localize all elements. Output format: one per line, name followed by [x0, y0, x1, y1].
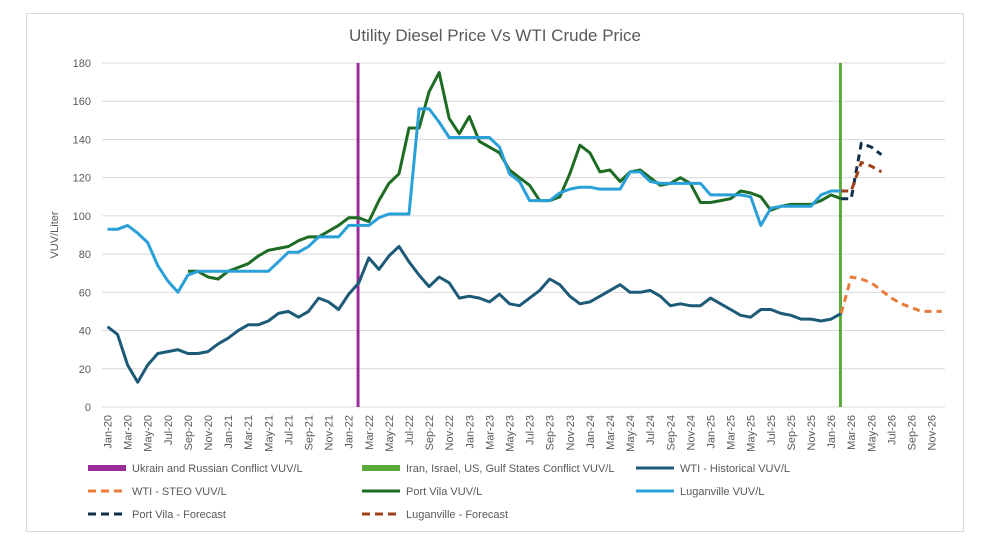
- series-line: [839, 275, 942, 314]
- x-tick-label: Sep-25: [786, 415, 798, 450]
- series-line: [106, 245, 842, 384]
- legend-label: WTI - STEO VUV/L: [132, 486, 227, 498]
- x-tick-label: Nov-23: [565, 415, 577, 450]
- x-tick-label: Jul-22: [404, 415, 416, 445]
- x-tick-label: Mar-22: [364, 415, 376, 450]
- x-tick-label: Mar-24: [605, 415, 617, 450]
- legend-label: Port Vila VUV/L: [406, 486, 482, 498]
- y-tick-label: 100: [73, 211, 91, 223]
- x-tick-label: Jul-23: [525, 415, 537, 445]
- x-tick-label: Jan-26: [826, 415, 838, 449]
- x-tick-label: Jul-26: [886, 415, 898, 445]
- x-tick-label: May-25: [746, 415, 758, 452]
- legend-label: Luganville - Forecast: [406, 509, 508, 521]
- x-tick-label: Mar-20: [123, 415, 135, 450]
- x-tick-label: Jan-24: [585, 415, 597, 449]
- x-tick-label: Sep-21: [304, 415, 316, 450]
- legend-label: Ukrain and Russian Conflict VUV/L: [132, 463, 303, 475]
- legend-label: Iran, Israel, US, Gulf States Conflict V…: [406, 463, 614, 475]
- x-tick-label: May-23: [505, 415, 517, 452]
- series-line: [187, 71, 842, 281]
- y-tick-label: 160: [73, 96, 91, 108]
- legend-swatch: [88, 465, 126, 471]
- x-tick-label: Mar-26: [846, 415, 858, 450]
- y-tick-label: 60: [79, 287, 91, 299]
- series-line: [841, 141, 883, 201]
- x-tick-label: Mar-25: [726, 415, 738, 450]
- y-tick-label: 20: [79, 364, 91, 376]
- x-tick-label: May-20: [143, 415, 155, 452]
- x-tick-label: May-24: [625, 415, 637, 452]
- x-tick-label: Nov-21: [324, 415, 336, 450]
- x-tick-label: Jan-20: [103, 415, 115, 449]
- legend-label: Luganville VUV/L: [680, 486, 764, 498]
- y-tick-label: 180: [73, 58, 91, 70]
- x-tick-label: Jan-25: [706, 415, 718, 449]
- legend-label: WTI - Historical VUV/L: [680, 463, 790, 475]
- series-line: [107, 107, 842, 294]
- x-tick-label: Sep-22: [424, 415, 436, 450]
- x-tick-label: Sep-26: [907, 415, 919, 450]
- x-tick-label: Nov-22: [444, 415, 456, 450]
- x-tick-label: Nov-25: [806, 415, 818, 450]
- x-tick-label: Sep-23: [545, 415, 557, 450]
- y-tick-label: 0: [85, 402, 91, 414]
- x-tick-label: Sep-24: [665, 415, 677, 450]
- x-tick-label: Sep-20: [183, 415, 195, 450]
- chart-title: Utility Diesel Price Vs WTI Crude Price: [349, 26, 641, 45]
- x-tick-label: Jul-21: [283, 415, 295, 445]
- y-tick-label: 80: [79, 249, 91, 261]
- chart-frame: [26, 13, 964, 532]
- x-tick-label: Nov-26: [927, 415, 939, 450]
- x-tick-label: Jan-21: [223, 415, 235, 449]
- x-tick-label: Nov-24: [685, 415, 697, 450]
- y-tick-label: 140: [73, 134, 91, 146]
- x-tick-label: Jul-24: [645, 415, 657, 445]
- y-tick-label: 120: [73, 173, 91, 185]
- x-tick-label: Mar-21: [243, 415, 255, 450]
- x-tick-label: Jan-22: [344, 415, 356, 449]
- x-tick-label: Nov-20: [203, 415, 215, 450]
- x-tick-label: May-26: [866, 415, 878, 452]
- x-tick-label: Jan-23: [464, 415, 476, 449]
- y-tick-label: 40: [79, 326, 91, 338]
- x-tick-label: Jul-20: [163, 415, 175, 445]
- x-tick-label: Jul-25: [766, 415, 778, 445]
- x-tick-label: May-22: [384, 415, 396, 452]
- x-tick-label: May-21: [263, 415, 275, 452]
- legend-swatch: [362, 465, 400, 471]
- series-line: [841, 160, 883, 193]
- legend-label: Port Vila - Forecast: [132, 509, 226, 521]
- x-tick-label: Mar-23: [484, 415, 496, 450]
- y-axis-label: VUV/Liter: [49, 211, 61, 258]
